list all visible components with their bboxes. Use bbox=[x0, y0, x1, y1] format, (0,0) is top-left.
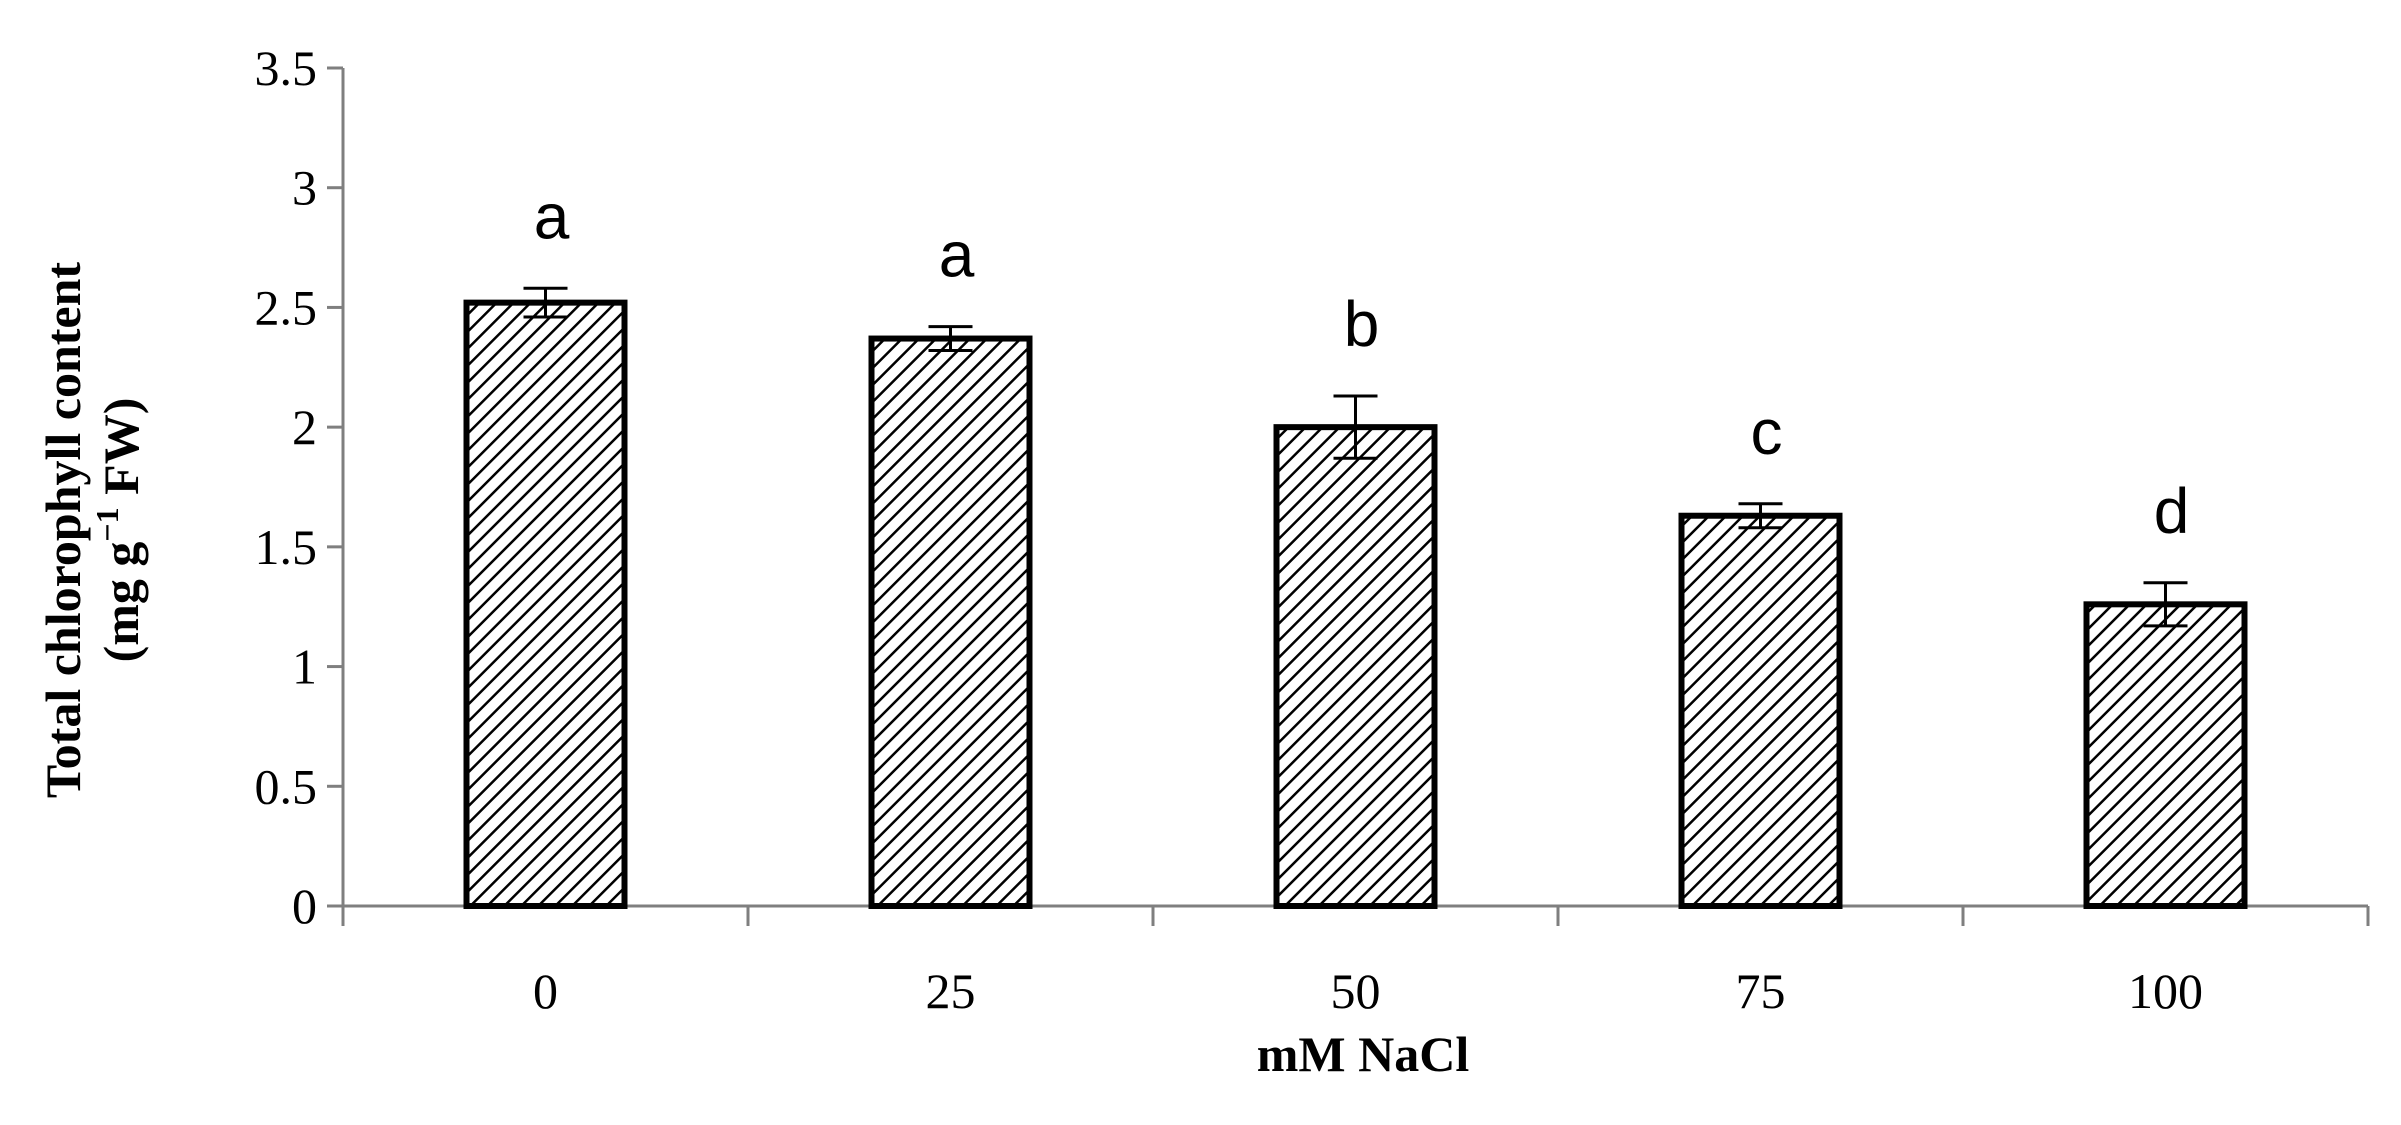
y-tick-label: 3 bbox=[292, 160, 317, 216]
bars-group bbox=[463, 299, 2248, 910]
x-axis: 0 25 50 75 100 bbox=[341, 904, 2370, 1019]
bar bbox=[463, 299, 628, 909]
bar bbox=[1273, 424, 1438, 909]
y-axis-title-superscript: −1 bbox=[89, 507, 125, 541]
bar bbox=[2083, 601, 2248, 909]
significance-letter: d bbox=[2154, 475, 2190, 547]
x-tick-label: 0 bbox=[533, 963, 558, 1019]
significance-letter: a bbox=[534, 180, 570, 252]
y-axis-title: Total chlorophyll content (mg g−1 FW) bbox=[35, 262, 149, 799]
y-tick-label: 0.5 bbox=[255, 758, 318, 814]
y-axis-title-line2-prefix: (mg g bbox=[93, 542, 149, 663]
y-tick-label: 0 bbox=[292, 878, 317, 934]
x-tick-label: 50 bbox=[1331, 963, 1381, 1019]
bar bbox=[1678, 512, 1843, 910]
y-tick-label: 1.5 bbox=[255, 519, 318, 575]
significance-letter: a bbox=[939, 219, 975, 291]
x-tick-label: 75 bbox=[1736, 963, 1786, 1019]
x-tick-label: 25 bbox=[926, 963, 976, 1019]
y-axis-title-line1: Total chlorophyll content bbox=[35, 262, 91, 799]
y-tick-label: 1 bbox=[292, 639, 317, 695]
y-tick-label: 2 bbox=[292, 399, 317, 455]
significance-letter: b bbox=[1344, 288, 1380, 360]
error-bars-group bbox=[523, 286, 2188, 628]
bar bbox=[868, 335, 1033, 910]
y-tick-label: 2.5 bbox=[255, 279, 318, 335]
y-axis-title-line2-suffix: FW) bbox=[93, 398, 149, 508]
x-tick-label: 100 bbox=[2128, 963, 2203, 1019]
y-axis-title-line2: (mg g−1 FW) bbox=[89, 398, 149, 663]
significance-letter: c bbox=[1751, 396, 1783, 468]
y-tick-label: 3.5 bbox=[255, 40, 318, 96]
y-axis: 0 0.5 1 1.5 2 2.5 3 3.5 bbox=[255, 40, 345, 934]
significance-letters-group: a a b c d bbox=[534, 180, 2190, 546]
x-axis-title: mM NaCl bbox=[1257, 1026, 1470, 1082]
